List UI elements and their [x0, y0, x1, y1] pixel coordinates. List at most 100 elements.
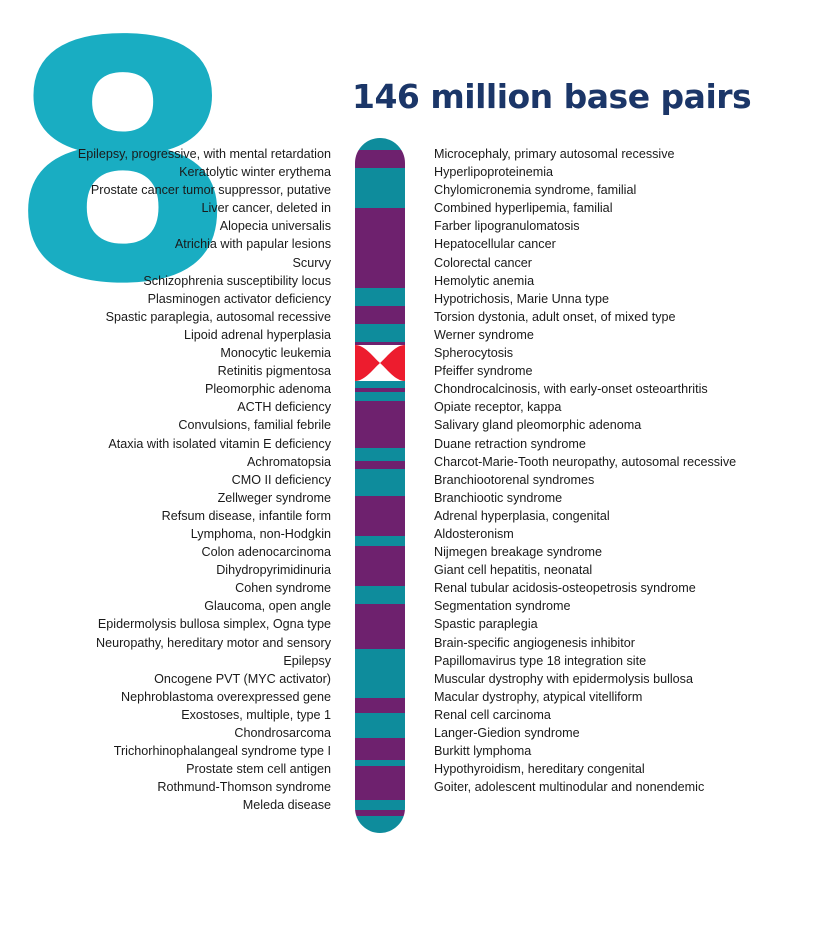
ideogram-band [355, 324, 405, 342]
chromosome-number-8: 8 [8, 0, 238, 356]
p-arm-bands [355, 138, 405, 345]
left-label-row: Dihydropyrimidinuria [216, 563, 331, 578]
q-arm-bands [355, 381, 405, 833]
left-label-row: Oncogene PVT (MYC activator) [154, 671, 331, 686]
left-label-row: Zellweger syndrome [217, 490, 331, 505]
left-label-row: Schizophrenia susceptibility locus [143, 273, 331, 288]
ideogram-band [355, 461, 405, 469]
left-label-row: Refsum disease, infantile form [161, 508, 331, 523]
ideogram-band [355, 713, 405, 738]
ideogram-band [355, 469, 405, 496]
left-label-row: Keratolytic winter erythema [179, 165, 331, 180]
right-label-row: Papillomavirus type 18 integration site [434, 653, 647, 668]
right-label-row: Chylomicronemia syndrome, familial [434, 183, 637, 198]
left-label-row: Retinitis pigmentosa [217, 364, 331, 379]
left-label-row: Atrichia with papular lesions [174, 237, 331, 252]
left-label-row: Spastic paraplegia, autosomal recessive [105, 309, 331, 324]
right-label-row: Adrenal hyperplasia, congenital [434, 508, 610, 523]
right-label-row: Torsion dystonia, adult onset, of mixed … [434, 309, 676, 324]
left-label-row: Colon adenocarcinoma [201, 545, 331, 560]
ideogram-band [355, 800, 405, 810]
page-title: 146 million base pairs [352, 77, 752, 116]
left-label-row: Chondrosarcoma [234, 726, 331, 740]
ideogram-band [355, 342, 405, 345]
ideogram-band [355, 738, 405, 760]
left-label-row: Nephroblastoma overexpressed gene [120, 689, 331, 704]
right-label-row: Segmentation syndrome [434, 599, 571, 614]
ideogram-band [355, 816, 405, 833]
right-label-row: Salivary gland pleomorphic adenoma [434, 418, 642, 433]
right-label-row: Hepatocellular cancer [434, 237, 556, 252]
ideogram-band [355, 168, 405, 208]
left-label-row: Achromatopsia [247, 454, 331, 469]
ideogram-band [355, 649, 405, 698]
right-label-row: Opiate receptor, kappa [434, 400, 562, 415]
ideogram-band [355, 448, 405, 461]
ideogram-band [355, 604, 405, 649]
left-label-row: Convulsions, familial febrile [178, 418, 331, 433]
left-label-row: Glaucoma, open angle [204, 599, 331, 614]
left-label-row: Alopecia universalis [219, 219, 331, 234]
right-label-row: Werner syndrome [434, 327, 534, 342]
ideogram-band [355, 698, 405, 713]
left-disease-label-list: Epilepsy, progressive, with mental retar… [0, 145, 331, 814]
right-label-row: Macular dystrophy, atypical vitelliform [434, 689, 643, 704]
ideogram-band [355, 306, 405, 324]
right-label-row: Hyperlipoproteinemia [434, 165, 554, 180]
left-label-row: Lymphoma, non-Hodgkin [190, 526, 331, 541]
left-label-row: Neuropathy, hereditary motor and sensory [96, 635, 331, 650]
ideogram-band [355, 381, 405, 388]
right-label-row: Hemolytic anemia [434, 273, 535, 288]
right-label-row: Muscular dystrophy with epidermolysis bu… [434, 671, 693, 686]
ideogram-band [355, 536, 405, 546]
ideogram-svg [355, 138, 405, 833]
chromosome-ideogram [355, 138, 405, 833]
left-label-row: Lipoid adrenal hyperplasia [183, 327, 331, 342]
left-label-row: Monocytic leukemia [220, 346, 331, 361]
ideogram-band [355, 150, 405, 168]
right-label-row: Brain-specific angiogenesis inhibitor [434, 635, 635, 650]
right-label-row: Pfeiffer syndrome [434, 364, 533, 379]
right-label-row: Combined hyperlipemia, familial [434, 201, 613, 216]
ideogram-band [355, 760, 405, 766]
left-label-row: Rothmund-Thomson syndrome [157, 780, 331, 795]
left-label-row: Trichorhinophalangeal syndrome type I [113, 744, 331, 759]
ideogram-band [355, 546, 405, 586]
left-label-row: Pleomorphic adenoma [204, 382, 331, 397]
left-label-row: Cohen syndrome [235, 581, 331, 596]
right-label-row: Langer-Giedion syndrome [434, 726, 580, 740]
right-label-row: Renal cell carcinoma [434, 707, 551, 722]
right-label-row: Colorectal cancer [434, 255, 532, 270]
left-label-row: CMO II deficiency [231, 472, 331, 487]
right-disease-label-list: Microcephaly, primary autosomal recessiv… [434, 145, 825, 796]
left-label-row: Exostoses, multiple, type 1 [181, 707, 331, 722]
ideogram-band [355, 288, 405, 306]
ideogram-band [355, 401, 405, 448]
right-label-row: Branchiootic syndrome [434, 490, 563, 505]
ideogram-band [355, 392, 405, 401]
left-label-row: Epilepsy, progressive, with mental retar… [77, 147, 331, 161]
left-label-row: Epidermolysis bullosa simplex, Ogna type [97, 617, 331, 632]
right-label-row: Chondrocalcinosis, with early-onset oste… [434, 382, 708, 397]
right-label-row: Giant cell hepatitis, neonatal [434, 563, 593, 578]
ideogram-band [355, 496, 405, 536]
right-label-row: Hypotrichosis, Marie Unna type [434, 291, 609, 306]
ideogram-band [355, 208, 405, 288]
right-label-row: Renal tubular acidosis-osteopetrosis syn… [434, 581, 696, 596]
right-label-row: Hypothyroidism, hereditary congenital [434, 762, 645, 777]
left-label-row: Scurvy [292, 255, 332, 270]
right-label-row: Nijmegen breakage syndrome [434, 545, 603, 560]
right-label-row: Spastic paraplegia [434, 617, 538, 632]
right-label-row: Duane retraction syndrome [434, 436, 586, 451]
left-label-row: ACTH deficiency [237, 400, 331, 415]
left-label-row: Epilepsy [283, 653, 331, 668]
ideogram-band [355, 810, 405, 816]
left-label-row: Ataxia with isolated vitamin E deficienc… [108, 436, 331, 451]
right-label-row: Charcot-Marie-Tooth neuropathy, autosoma… [434, 454, 737, 469]
ideogram-band [355, 766, 405, 800]
right-label-row: Branchiootorenal syndromes [434, 472, 595, 487]
right-label-row: Burkitt lymphoma [434, 744, 532, 759]
right-label-row: Farber lipogranulomatosis [434, 219, 580, 234]
right-label-row: Microcephaly, primary autosomal recessiv… [434, 147, 675, 161]
left-label-row: Meleda disease [242, 798, 331, 813]
